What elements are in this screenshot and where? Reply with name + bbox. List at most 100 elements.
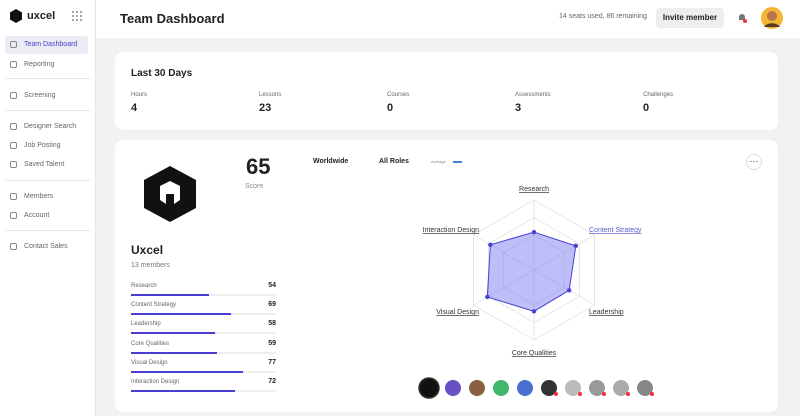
nav-item[interactable]: Team Dashboard	[5, 36, 88, 54]
divider	[5, 180, 90, 181]
sidebar: uxcel Team Dashboard Reporting Screening De…	[0, 0, 96, 416]
radar-label[interactable]: Research	[519, 186, 549, 193]
nav-item[interactable]: Reporting	[5, 56, 88, 74]
radar-spoke	[473, 269, 535, 306]
skill-value: 59	[268, 339, 276, 347]
skill-value: 69	[268, 301, 276, 309]
nav-label: Contact Sales	[24, 243, 68, 250]
nav-icon	[10, 212, 17, 219]
nav-label: Team Dashboard	[24, 41, 78, 48]
stat-label: Lessons	[259, 92, 282, 98]
radar-point	[531, 309, 537, 314]
skill-name: Core Qualities	[131, 340, 170, 347]
notification-icon[interactable]	[737, 12, 747, 24]
radar-spoke	[533, 269, 595, 306]
skill-value: 77	[268, 358, 276, 366]
member-avatars	[418, 377, 654, 399]
skill-bar	[131, 313, 232, 316]
nav-item[interactable]: Screening	[5, 87, 88, 105]
stat-label: Challenges	[643, 92, 674, 98]
skill-name: Visual Design	[131, 359, 168, 366]
member-count: 13 members	[131, 262, 170, 269]
radar-spoke	[533, 234, 595, 271]
team-card: 65 Score Uxcel 13 members Worldwide All …	[115, 140, 778, 412]
skill-bar	[131, 390, 236, 392]
radar-point	[488, 242, 493, 247]
brand-name: uxcel	[27, 10, 56, 22]
summary-title: Last 30 Days	[131, 68, 193, 79]
legend-swatch	[453, 161, 462, 163]
stat-value: 0	[643, 102, 650, 114]
nav-icon	[10, 161, 17, 168]
summary-card: Last 30 Days Hours 4 Lessons 23 Courses 0 Asse…	[115, 52, 778, 130]
skill-name: Content Strategy	[131, 302, 177, 309]
nav-icon	[10, 92, 17, 99]
stat-label: Assessments	[515, 92, 551, 98]
more-button[interactable]: ···	[746, 154, 762, 170]
nav-item[interactable]: Members	[5, 188, 88, 206]
stat-value: 23	[259, 102, 272, 114]
invite-button[interactable]: Invite member	[656, 8, 724, 28]
nav-label: Saved Talent	[24, 161, 65, 168]
page-title: Team Dashboard	[120, 11, 225, 26]
nav-label: Job Posting	[24, 142, 61, 149]
skill-bar	[131, 351, 217, 354]
stat-label: Courses	[387, 92, 410, 98]
radar-spoke	[473, 234, 535, 271]
stat-value: 4	[131, 102, 138, 114]
team-name: Uxcel	[131, 243, 164, 257]
skill-name: Interaction Design	[131, 379, 180, 385]
skill-bar	[131, 332, 216, 335]
nav-icon	[10, 142, 17, 149]
region-filter[interactable]: Worldwide	[313, 158, 349, 165]
nav-label: Members	[24, 193, 54, 200]
skill-name: Research	[131, 283, 157, 289]
score-label: Score	[245, 183, 264, 190]
skill-bar	[131, 294, 210, 296]
nav-item[interactable]: Saved Talent	[5, 156, 88, 174]
nav-label: Designer Search	[24, 123, 77, 130]
divider	[5, 110, 90, 111]
nav-item[interactable]: Account	[5, 207, 88, 225]
legend-label: Average	[431, 159, 446, 164]
skill-value: 72	[268, 378, 276, 385]
seats-info: 14 seats used, 86 remaining	[559, 13, 647, 20]
apps-icon[interactable]	[72, 11, 82, 21]
stat-label: Hours	[131, 92, 148, 98]
radar-area	[486, 231, 577, 312]
skill-value: 54	[268, 282, 276, 289]
radar-point	[485, 294, 490, 300]
radar-label[interactable]: Content Strategy	[589, 227, 642, 234]
radar-point	[573, 243, 579, 249]
nav-icon	[10, 193, 17, 200]
nav-label: Account	[24, 212, 50, 219]
nav-label: Reporting	[24, 61, 55, 68]
team-logo	[144, 166, 196, 222]
radar-label[interactable]: Core Qualities	[512, 350, 557, 357]
skill-value: 58	[268, 320, 276, 328]
stat-value: 3	[515, 102, 522, 114]
nav-icon	[10, 243, 17, 250]
nav-icon	[10, 41, 17, 48]
nav-icon	[10, 123, 17, 130]
nav-item[interactable]: Designer Search	[5, 118, 88, 136]
radar-label[interactable]: Leadership	[589, 309, 624, 316]
radar-label[interactable]: Interaction Design	[423, 227, 480, 234]
brand-logo	[10, 9, 22, 23]
skill-name: Leadership	[131, 321, 161, 328]
nav-label: Screening	[24, 92, 56, 99]
radar-point	[531, 230, 537, 235]
nav-item[interactable]: Job Posting	[5, 137, 88, 155]
radar-point	[566, 288, 572, 293]
nav-item[interactable]: Contact Sales	[5, 238, 88, 256]
divider	[5, 78, 90, 79]
radar-label[interactable]: Visual Design	[436, 309, 479, 316]
top-bar: Team Dashboard 14 seats used, 86 remaini…	[96, 0, 800, 38]
user-avatar[interactable]	[761, 7, 783, 29]
role-filter[interactable]: All Roles	[379, 158, 409, 165]
score: 65	[246, 154, 271, 179]
radar-chart: Research Content Strategy Leadership Core Q…	[423, 186, 642, 357]
skill-bar	[131, 370, 243, 373]
stat-value: 0	[387, 102, 394, 114]
